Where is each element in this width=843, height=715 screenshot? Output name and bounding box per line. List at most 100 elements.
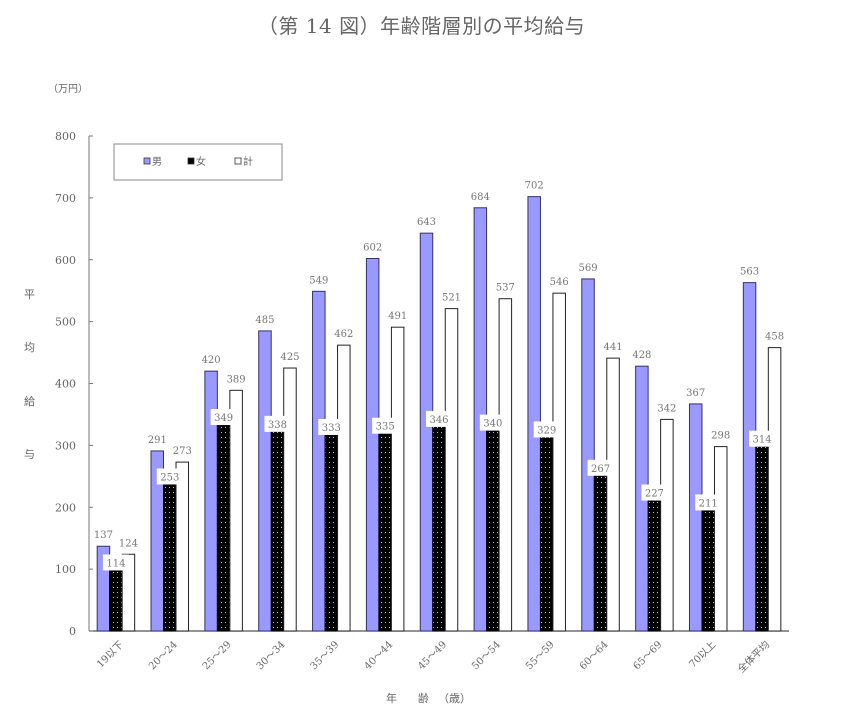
- x-tick-label: 35～39: [309, 639, 342, 672]
- bar-計: [121, 553, 136, 632]
- bar-女: [701, 499, 715, 632]
- data-label: 537: [496, 283, 515, 294]
- data-label: 314: [753, 435, 772, 446]
- legend-swatch: [187, 157, 195, 165]
- data-label: 329: [537, 425, 556, 436]
- data-label: 549: [309, 275, 328, 286]
- data-label: 335: [376, 422, 395, 433]
- y-axis-label-char: 均: [24, 341, 35, 354]
- y-tick-label: 500: [55, 316, 76, 329]
- data-label: 291: [148, 435, 167, 446]
- data-label: 273: [173, 446, 192, 457]
- bar-女: [216, 414, 231, 632]
- data-label: 298: [711, 431, 730, 442]
- bar-計: [175, 461, 190, 632]
- bar-男: [688, 403, 703, 632]
- bar-男: [527, 196, 541, 632]
- data-label: 349: [214, 413, 233, 424]
- y-tick-label: 600: [55, 254, 76, 267]
- data-label: 441: [603, 342, 622, 353]
- data-label: 124: [119, 538, 138, 549]
- x-tick-label: 70以上: [687, 639, 719, 671]
- bar-男: [581, 278, 595, 632]
- x-tick-label: 全体平均: [735, 638, 772, 675]
- bar-女: [324, 424, 339, 632]
- x-tick-label: 45～49: [416, 639, 449, 672]
- data-label: 114: [106, 558, 125, 569]
- data-label: 253: [160, 472, 179, 483]
- x-tick-label: 20～24: [147, 639, 180, 672]
- data-label: 367: [686, 388, 705, 399]
- data-label: 425: [280, 352, 299, 363]
- y-tick-label: 700: [55, 192, 76, 205]
- data-label: 521: [442, 293, 461, 304]
- bar-女: [270, 421, 285, 632]
- data-label: 462: [334, 329, 353, 340]
- data-label: 546: [550, 277, 569, 288]
- y-tick-label: 800: [55, 130, 76, 143]
- data-label: 684: [471, 192, 490, 203]
- data-label: 137: [94, 530, 113, 541]
- data-label: 211: [699, 498, 718, 509]
- y-tick-label: 200: [55, 501, 76, 514]
- y-axis-unit: （万円）: [48, 84, 88, 95]
- data-label: 428: [632, 350, 651, 361]
- bar-計: [283, 367, 297, 632]
- data-label: 643: [417, 217, 436, 228]
- bar-女: [432, 416, 446, 632]
- data-label: 485: [255, 315, 274, 326]
- x-tick-label: 55～59: [524, 639, 557, 672]
- x-axis-label-char: （歳）: [438, 692, 471, 705]
- bar-男: [258, 330, 272, 632]
- chart-title: （第 14 図）年齢階層別の平均給与: [257, 14, 586, 38]
- bar-計: [444, 308, 459, 632]
- x-axis-label-char: 年: [386, 692, 397, 705]
- x-tick-label: 50～54: [470, 639, 503, 672]
- data-label: 227: [645, 489, 664, 500]
- bar-計: [337, 344, 351, 632]
- bar-計: [713, 446, 728, 632]
- data-label: 491: [388, 311, 407, 322]
- y-axis-label-char: 平: [24, 288, 35, 301]
- bar-女: [486, 420, 500, 632]
- bar-計: [498, 298, 513, 632]
- x-tick-label: 19以下: [95, 639, 126, 670]
- data-label: 420: [202, 355, 221, 366]
- bar-女: [539, 426, 554, 632]
- bar-男: [742, 282, 757, 632]
- bar-男: [419, 232, 434, 632]
- legend-label: 女: [196, 155, 206, 168]
- x-tick-label: 25～29: [201, 639, 234, 672]
- data-label: 602: [363, 243, 382, 254]
- y-tick-label: 300: [55, 439, 76, 452]
- bar-計: [390, 326, 405, 632]
- legend-label: 男: [152, 156, 162, 168]
- bar-男: [365, 258, 380, 632]
- data-label: 267: [591, 464, 610, 475]
- data-label: 342: [657, 403, 676, 414]
- y-axis-label-char: 与: [24, 448, 35, 461]
- x-tick-labels: 19以下 20～24 25～29 30～34 35～39 40～44 45～49 50～54 5…: [95, 638, 772, 675]
- bar-女: [163, 473, 177, 632]
- bar-女: [755, 436, 769, 632]
- bar-計: [606, 357, 620, 632]
- bar-計: [552, 292, 566, 632]
- y-axis-label-char: 給: [24, 395, 35, 408]
- data-label: 346: [429, 415, 448, 426]
- y-tick-label: 400: [55, 378, 76, 391]
- legend-swatch: [143, 157, 151, 165]
- bar-女: [378, 423, 392, 632]
- data-label: 340: [483, 419, 502, 430]
- bar-男: [312, 290, 326, 632]
- x-tick-label: 40～44: [362, 639, 395, 672]
- legend: 男女計: [113, 143, 283, 181]
- bar-計: [767, 347, 782, 632]
- bar-女: [647, 490, 662, 632]
- x-axis-label-char: 齢: [418, 692, 429, 705]
- data-label: 389: [227, 374, 246, 385]
- data-label: 702: [525, 181, 544, 192]
- data-label: 338: [268, 420, 287, 431]
- legend-label: 計: [243, 155, 253, 168]
- x-tick-label: 65～69: [632, 639, 665, 672]
